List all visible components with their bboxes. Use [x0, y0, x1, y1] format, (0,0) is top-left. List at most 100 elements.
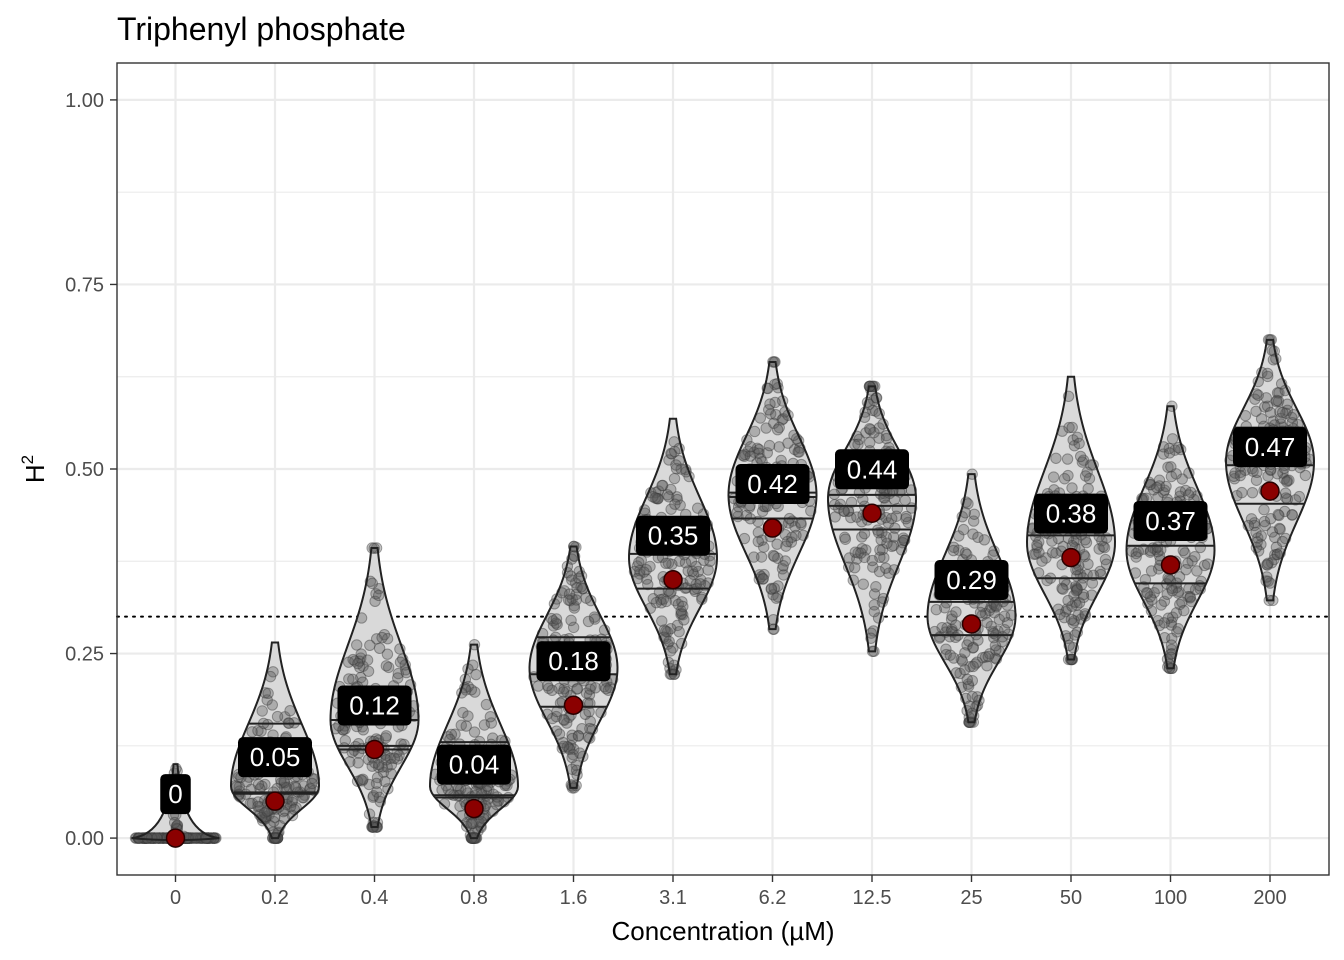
jitter-point — [568, 743, 580, 755]
jitter-point — [1255, 538, 1267, 551]
value-label-text: 0.44 — [847, 454, 898, 484]
jitter-point — [748, 551, 760, 563]
jitter-point — [665, 483, 677, 496]
jitter-point — [286, 794, 298, 807]
jitter-point — [1141, 587, 1154, 599]
jitter-point — [959, 547, 972, 559]
jitter-point — [660, 557, 672, 570]
jitter-point — [670, 462, 683, 475]
jitter-point — [779, 528, 792, 541]
jitter-point — [990, 599, 1002, 612]
jitter-point — [685, 555, 698, 567]
jitter-point — [563, 743, 576, 755]
jitter-point — [652, 493, 664, 505]
jitter-point — [1062, 469, 1074, 482]
jitter-point — [262, 687, 274, 700]
violin-outline-1.6 — [528, 545, 619, 789]
jitter-point — [1031, 539, 1043, 551]
jitter-point — [852, 438, 864, 451]
value-label-1.6: 0.18 — [536, 641, 611, 682]
jitter-point — [465, 817, 477, 829]
jitter-point — [1278, 473, 1291, 485]
jitter-point — [355, 671, 367, 684]
jitter-point — [567, 748, 579, 761]
jitter-point — [744, 441, 757, 453]
jitter-point — [376, 631, 388, 644]
jitter-point — [547, 615, 559, 627]
jitter-point — [384, 752, 397, 765]
jitter-point — [1058, 473, 1071, 485]
jitter-point — [1040, 552, 1052, 564]
jitter-point — [1274, 412, 1287, 425]
jitter-point — [562, 594, 575, 606]
jitter-point — [343, 673, 355, 685]
jitter-point — [1229, 467, 1241, 479]
jitter-point — [790, 529, 802, 542]
jitter-point — [631, 560, 644, 572]
y-tick-label: 0.00 — [65, 828, 104, 850]
jitter-point — [988, 606, 1000, 619]
jitter-point — [777, 412, 789, 425]
jitter-point — [550, 710, 563, 723]
jitter-point — [579, 708, 592, 721]
jitter-point — [465, 683, 478, 696]
value-label-25: 0.29 — [934, 560, 1009, 601]
jitter-point — [1182, 557, 1194, 569]
jitter-point — [1041, 574, 1053, 587]
x-tick-label: 0.8 — [460, 887, 488, 909]
jitter-point — [873, 565, 886, 578]
jitter-point — [1046, 546, 1059, 559]
jitter-point — [983, 604, 995, 617]
jitter-point — [675, 463, 687, 475]
jitter-point — [945, 613, 958, 625]
jitter-point — [731, 506, 743, 518]
jitter-point — [1273, 509, 1285, 522]
jitter-point — [1047, 471, 1060, 483]
jitter-point — [279, 711, 291, 723]
jitter-point — [1184, 591, 1196, 603]
jitter-point — [600, 682, 612, 695]
jitter-point — [367, 791, 379, 803]
jitter-point — [1271, 548, 1283, 561]
jitter-point — [1077, 591, 1090, 604]
jitter-point — [546, 684, 558, 696]
jitter-point — [1144, 591, 1156, 603]
jitter-point — [780, 540, 792, 552]
jitter-point — [752, 535, 764, 548]
jitter-point — [566, 574, 578, 586]
jitter-point — [748, 446, 760, 458]
value-label-50: 0.38 — [1034, 493, 1108, 534]
jitter-point — [367, 790, 380, 802]
jitter-point — [1140, 587, 1153, 599]
violin-outline-6.2 — [727, 360, 818, 631]
jitter-point — [880, 562, 892, 574]
jitter-point — [1056, 582, 1068, 595]
value-label-text: 0.47 — [1245, 432, 1296, 462]
jitter-point — [1068, 439, 1081, 452]
jitter-point — [371, 786, 383, 798]
jitter-point — [967, 642, 979, 654]
jitter-point — [671, 619, 684, 632]
jitter-point — [1176, 473, 1188, 485]
jitter-point — [967, 660, 979, 673]
jitter-point — [468, 726, 481, 738]
jitter-point — [887, 539, 900, 552]
label-layer: 0 0.05 0.12 0.04 0.18 0.35 0.42 0.44 0.29 0.38 0.3… — [160, 427, 1307, 815]
jitter-point — [982, 650, 995, 663]
jitter-point — [1165, 461, 1177, 473]
jitter-point — [771, 424, 784, 436]
value-label-text: 0.42 — [747, 469, 798, 499]
jitter-point — [256, 705, 268, 717]
jitter-point — [379, 732, 392, 744]
jitter-point — [682, 565, 694, 577]
jitter-point — [1281, 476, 1293, 488]
jitter-point — [976, 609, 988, 622]
jitter-point — [1252, 389, 1264, 401]
jitter-point — [473, 816, 485, 829]
x-tick-label: 1.6 — [560, 887, 588, 909]
mean-point-100 — [1160, 555, 1181, 575]
jitter-point — [669, 498, 681, 510]
jitter-point — [981, 659, 993, 672]
jitter-point — [388, 752, 401, 764]
x-tick-label: 50 — [1060, 887, 1082, 909]
